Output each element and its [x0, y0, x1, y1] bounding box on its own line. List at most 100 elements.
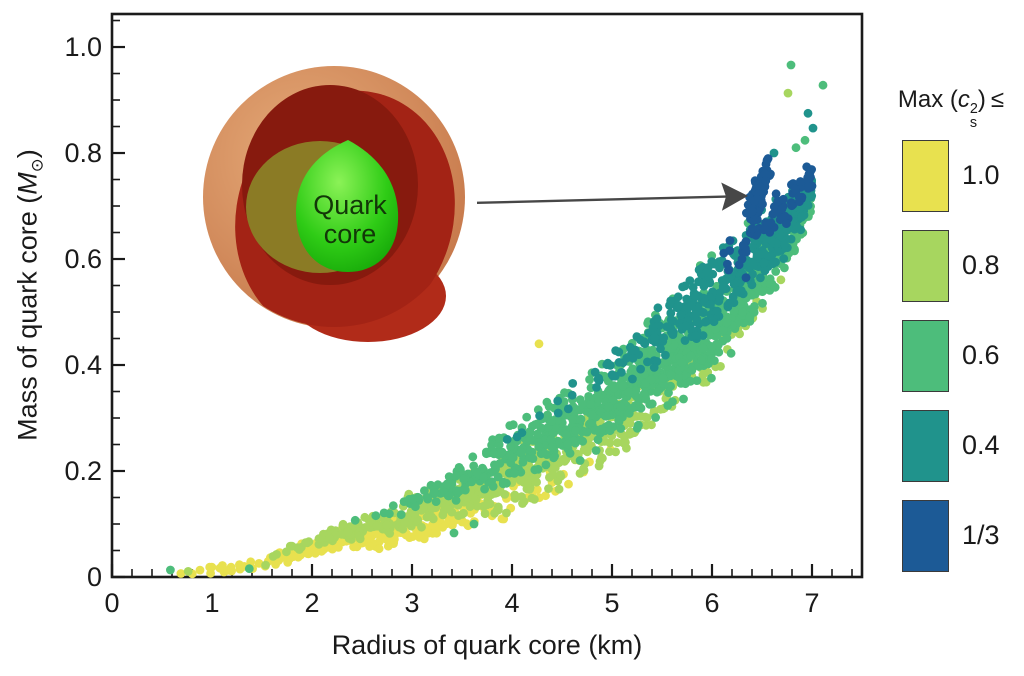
data-point — [563, 404, 573, 414]
data-point — [301, 538, 310, 547]
data-point — [679, 394, 688, 404]
data-point — [493, 472, 503, 482]
data-point — [662, 357, 672, 367]
quark-core-inset-illustration: Quark core — [203, 66, 465, 342]
data-point — [766, 251, 776, 261]
data-point — [729, 279, 739, 289]
data-point — [787, 201, 797, 211]
data-point — [561, 430, 571, 440]
data-point — [716, 362, 725, 371]
data-point — [382, 520, 392, 530]
data-point — [468, 452, 478, 462]
data-point — [526, 435, 536, 444]
data-point — [626, 429, 636, 438]
data-point — [641, 394, 651, 404]
data-point — [661, 350, 670, 360]
data-point — [761, 176, 771, 186]
data-point — [528, 454, 538, 463]
data-point — [465, 502, 475, 511]
data-point — [712, 306, 722, 316]
data-point — [686, 376, 695, 386]
data-point — [631, 386, 641, 396]
data-point — [396, 510, 406, 520]
data-point — [762, 156, 772, 165]
data-point — [653, 303, 663, 313]
data-point — [760, 266, 770, 276]
data-point — [548, 470, 558, 480]
data-point — [411, 502, 420, 512]
data-point — [215, 563, 225, 573]
data-point — [673, 300, 683, 310]
data-point — [808, 123, 818, 133]
data-point — [662, 322, 672, 332]
data-point — [656, 344, 665, 354]
x-tick-label: 0 — [104, 588, 120, 618]
data-point — [438, 522, 448, 532]
data-point — [773, 247, 783, 256]
data-point — [457, 517, 467, 527]
data-point — [803, 201, 813, 210]
data-point — [790, 184, 800, 194]
data-point — [480, 484, 489, 494]
data-point — [585, 375, 594, 384]
data-point — [780, 211, 790, 221]
data-point — [677, 358, 687, 368]
data-point — [534, 442, 544, 452]
data-point — [747, 290, 757, 300]
data-point — [554, 484, 564, 494]
y-tick-label: 0 — [86, 562, 102, 592]
data-point — [691, 291, 700, 301]
data-point — [490, 508, 499, 518]
data-point — [578, 399, 587, 409]
data-point — [489, 449, 499, 459]
data-point — [766, 218, 776, 228]
data-point — [714, 347, 724, 357]
data-point — [651, 413, 660, 422]
data-point — [535, 411, 544, 421]
data-point — [408, 494, 418, 504]
data-point — [563, 439, 572, 449]
data-point — [747, 280, 757, 290]
data-point — [797, 212, 807, 222]
x-tick-label: 3 — [404, 588, 420, 618]
data-point — [593, 435, 603, 445]
data-point — [372, 521, 382, 531]
data-point — [779, 254, 789, 263]
data-point — [777, 204, 787, 214]
data-point — [494, 440, 504, 449]
data-point — [244, 564, 254, 574]
data-point — [472, 501, 482, 511]
data-point — [575, 456, 585, 465]
quark-core-label-line1: Quark — [313, 190, 387, 220]
data-point — [804, 170, 814, 180]
data-point — [634, 393, 644, 402]
data-point — [444, 491, 454, 501]
data-point — [794, 192, 804, 202]
data-point — [699, 281, 709, 291]
data-point — [544, 484, 553, 493]
data-point — [618, 381, 628, 391]
data-point — [388, 501, 398, 511]
data-point — [652, 314, 662, 323]
data-point — [796, 177, 805, 186]
data-point — [285, 541, 295, 551]
legend-label: 0.4 — [962, 430, 1000, 461]
data-point — [690, 310, 700, 319]
data-point — [698, 370, 708, 380]
data-point — [502, 508, 511, 518]
y-tick-label: 0.4 — [64, 350, 102, 380]
data-point — [355, 531, 365, 541]
data-point — [420, 486, 429, 496]
data-point — [621, 437, 630, 447]
data-point — [597, 424, 606, 434]
data-point — [702, 268, 712, 277]
data-point — [741, 273, 751, 282]
data-point — [725, 236, 735, 245]
data-point — [666, 308, 676, 318]
data-point — [666, 370, 676, 380]
data-point — [487, 490, 496, 499]
data-point — [533, 429, 542, 439]
data-point — [707, 373, 716, 383]
data-point — [724, 265, 733, 275]
data-point — [776, 275, 786, 285]
